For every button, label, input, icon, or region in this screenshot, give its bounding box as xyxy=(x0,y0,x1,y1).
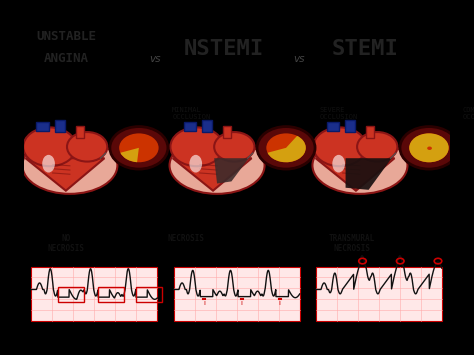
Text: NECROSIS: NECROSIS xyxy=(167,234,204,243)
Text: ı: ı xyxy=(279,300,281,306)
Text: ı: ı xyxy=(241,300,243,306)
Text: TRANSMURAL
NECROSIS: TRANSMURAL NECROSIS xyxy=(329,234,375,253)
FancyArrow shape xyxy=(327,121,339,131)
Polygon shape xyxy=(316,158,394,191)
Text: NSTEMI: NSTEMI xyxy=(184,39,264,59)
Text: vs: vs xyxy=(149,54,161,64)
Ellipse shape xyxy=(332,155,345,173)
FancyArrow shape xyxy=(76,126,84,138)
Circle shape xyxy=(171,127,223,166)
Polygon shape xyxy=(346,158,392,190)
Polygon shape xyxy=(173,158,252,191)
Text: COMPLETE
OCCLUSION: COMPLETE OCCLUSION xyxy=(462,107,474,120)
Circle shape xyxy=(110,127,168,169)
Ellipse shape xyxy=(312,137,408,194)
FancyArrow shape xyxy=(345,120,356,132)
Text: NO
NECROSIS: NO NECROSIS xyxy=(48,234,85,253)
FancyBboxPatch shape xyxy=(31,267,157,321)
Text: ANGINA: ANGINA xyxy=(44,52,89,65)
Circle shape xyxy=(266,133,306,162)
Text: vs: vs xyxy=(293,54,305,64)
Circle shape xyxy=(427,147,432,150)
Text: SEVERE
OCCLUSION: SEVERE OCCLUSION xyxy=(319,107,357,120)
FancyArrow shape xyxy=(202,120,212,132)
Text: UNSTABLE: UNSTABLE xyxy=(36,31,96,43)
FancyArrow shape xyxy=(223,126,231,138)
Circle shape xyxy=(23,127,76,166)
Text: MINIMAL
OCCLUSION: MINIMAL OCCLUSION xyxy=(172,107,210,120)
Ellipse shape xyxy=(42,155,55,173)
Ellipse shape xyxy=(22,137,118,194)
Circle shape xyxy=(313,127,366,166)
Circle shape xyxy=(409,133,449,162)
Circle shape xyxy=(409,133,449,162)
Circle shape xyxy=(400,127,458,169)
Text: ı: ı xyxy=(203,300,205,306)
Polygon shape xyxy=(26,158,104,191)
Ellipse shape xyxy=(170,137,264,194)
FancyBboxPatch shape xyxy=(174,267,300,321)
Ellipse shape xyxy=(190,155,202,173)
Wedge shape xyxy=(267,136,306,162)
FancyBboxPatch shape xyxy=(316,267,442,321)
Text: STEMI: STEMI xyxy=(331,39,399,59)
Circle shape xyxy=(257,127,315,169)
FancyArrow shape xyxy=(55,120,65,132)
Circle shape xyxy=(214,132,255,162)
FancyArrow shape xyxy=(366,126,374,138)
Circle shape xyxy=(119,133,159,162)
Circle shape xyxy=(357,132,397,162)
Polygon shape xyxy=(214,158,249,184)
FancyArrow shape xyxy=(183,121,196,131)
Circle shape xyxy=(67,132,107,162)
FancyArrow shape xyxy=(36,121,49,131)
Wedge shape xyxy=(120,148,139,162)
